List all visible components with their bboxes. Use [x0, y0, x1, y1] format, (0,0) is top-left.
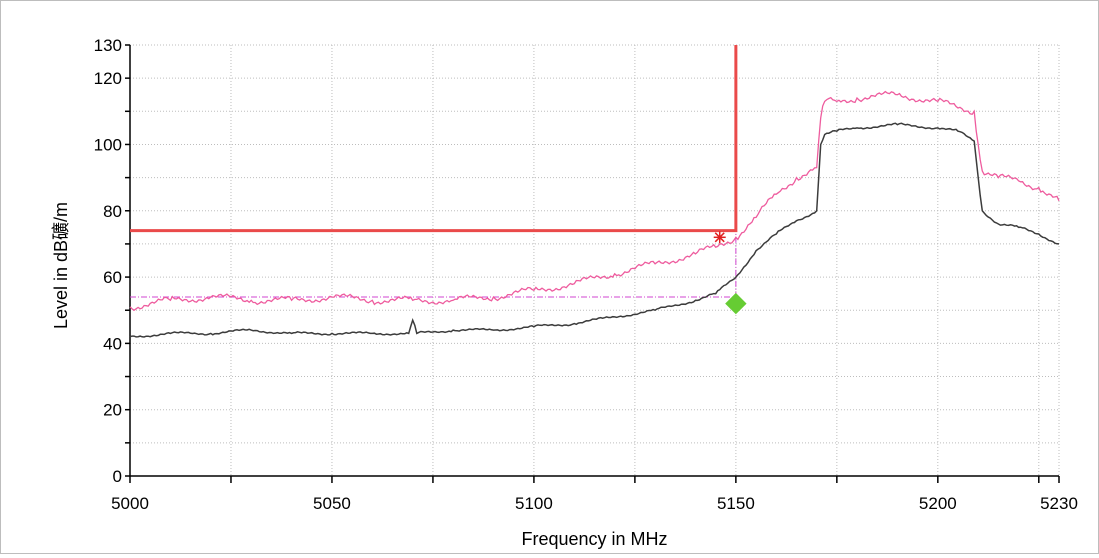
average-trace — [129, 122, 1060, 338]
y-tick-label: 100 — [94, 135, 122, 154]
peak-marker-stroke — [714, 232, 725, 243]
peak-trace — [129, 90, 1060, 312]
tick-labels: 0 20 40 60 80 100 120 130 5000 5050 5100 5150 5200 52… — [94, 36, 1078, 513]
average-marker — [725, 292, 747, 315]
data-lines — [129, 45, 1060, 338]
x-tick-label: 5230 — [1040, 494, 1078, 513]
markers — [713, 231, 747, 315]
x-tick-label: 5100 — [515, 494, 553, 513]
y-tick-label: 40 — [103, 334, 122, 353]
y-tick-label: 80 — [103, 202, 122, 221]
x-tick-label: 5200 — [919, 494, 957, 513]
y-tick-label: 0 — [113, 467, 122, 486]
axes — [125, 44, 1060, 483]
y-tick-label: 20 — [103, 401, 122, 420]
x-tick-label: 5000 — [111, 494, 149, 513]
y-tick-label: 120 — [94, 69, 122, 88]
x-tick-label: 5050 — [313, 494, 351, 513]
x-tick-label: 5150 — [717, 494, 755, 513]
peak-limit-line — [130, 45, 738, 233]
y-axis-title: Level in dB礦/m — [51, 202, 71, 329]
peak-marker — [713, 231, 726, 244]
x-axis-title: Frequency in MHz — [521, 529, 667, 549]
y-tick-label: 130 — [94, 36, 122, 55]
y-tick-label: 60 — [103, 268, 122, 287]
grid — [130, 44, 1060, 476]
